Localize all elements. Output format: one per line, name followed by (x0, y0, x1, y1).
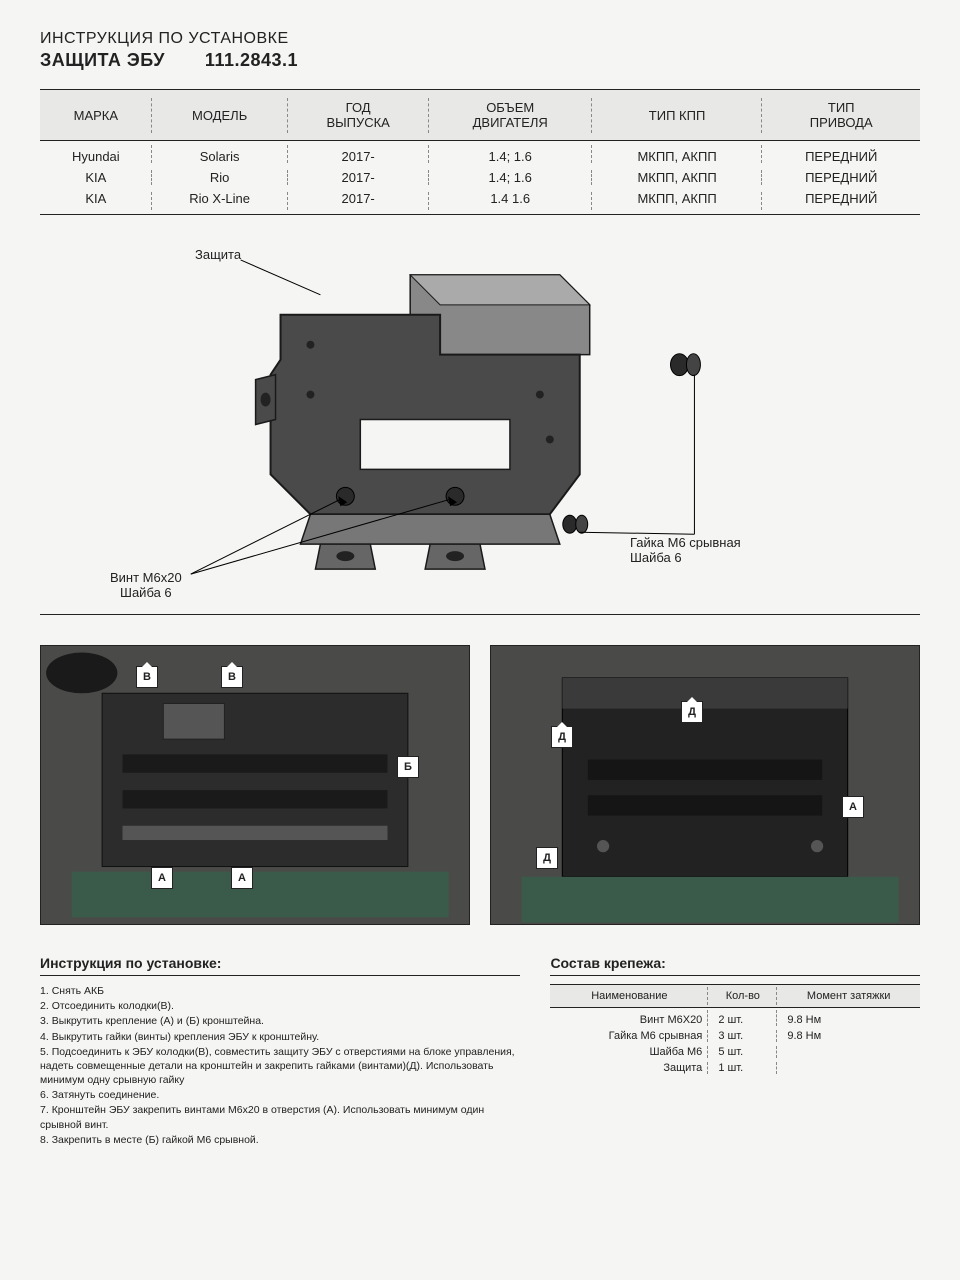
marker: А (231, 867, 253, 889)
diagram-label-guard: Защита (195, 247, 241, 262)
marker: Д (551, 726, 573, 748)
instruction-step: Закрепить в месте (Б) гайкой М6 срывной. (40, 1133, 520, 1147)
marker: Д (681, 701, 703, 723)
vehicle-col: ГОД ВЫПУСКА (288, 90, 429, 141)
hw-row: Шайба М65 шт. (550, 1044, 920, 1060)
instruction-step: Отсоединить колодки(В). (40, 999, 520, 1013)
hardware-title: Состав крепежа: (550, 955, 920, 976)
instructions-list: Снять АКБОтсоединить колодки(В).Выкрутит… (40, 984, 520, 1147)
instruction-step: Кронштейн ЭБУ закрепить винтами М6х20 в … (40, 1103, 520, 1131)
vehicle-row: HyundaiSolaris2017-1.4; 1.6МКПП, АКПППЕР… (40, 141, 920, 168)
header: ИНСТРУКЦИЯ ПО УСТАНОВКЕ ЗАЩИТА ЭБУ 111.2… (40, 30, 920, 71)
instruction-step: Выкрутить гайки (винты) крепления ЭБУ к … (40, 1030, 520, 1044)
vehicle-table-body: HyundaiSolaris2017-1.4; 1.6МКПП, АКПППЕР… (40, 141, 920, 215)
vehicle-table-header: МАРКАМОДЕЛЬГОД ВЫПУСКАОБЪЕМ ДВИГАТЕЛЯТИП… (40, 90, 920, 141)
diagram-label-nut: Гайка М6 срывная Шайба 6 (630, 535, 741, 565)
part-number: 111.2843.1 (205, 50, 298, 71)
install-photos: В В Б А А Д Д А Д (40, 645, 920, 925)
hw-row: Защита1 шт. (550, 1060, 920, 1076)
diagram-label-screw: Винт М6х20 Шайба 6 (110, 570, 182, 600)
photo-after: Д Д А Д (490, 645, 920, 925)
vehicle-row: KIARio2017-1.4; 1.6МКПП, АКПППЕРЕДНИЙ (40, 167, 920, 188)
photo-before: В В Б А А (40, 645, 470, 925)
marker: Б (397, 756, 419, 778)
vehicle-col: ТИП ПРИВОДА (762, 90, 920, 141)
marker: В (136, 666, 158, 688)
vehicle-table: МАРКАМОДЕЛЬГОД ВЫПУСКАОБЪЕМ ДВИГАТЕЛЯТИП… (40, 89, 920, 215)
instruction-step: Затянуть соединение. (40, 1088, 520, 1102)
hw-col: Момент затяжки (777, 985, 920, 1008)
doc-subtitle: ИНСТРУКЦИЯ ПО УСТАНОВКЕ (40, 30, 920, 48)
exploded-diagram: Защита Винт М6х20 Шайба 6 Гайка М6 срывн… (40, 235, 920, 615)
hardware-section: Состав крепежа: НаименованиеКол-воМомент… (550, 955, 920, 1148)
vehicle-col: ОБЪЕМ ДВИГАТЕЛЯ (429, 90, 592, 141)
vehicle-col: ТИП КПП (592, 90, 763, 141)
marker: В (221, 666, 243, 688)
hw-row: Винт М6Х202 шт.9.8 Нм (550, 1008, 920, 1029)
hardware-table: НаименованиеКол-воМомент затяжки Винт М6… (550, 984, 920, 1076)
instruction-step: Снять АКБ (40, 984, 520, 998)
instructions-title: Инструкция по установке: (40, 955, 520, 976)
hardware-table-header: НаименованиеКол-воМомент затяжки (550, 985, 920, 1008)
hw-row: Гайка М6 срывная3 шт.9.8 Нм (550, 1028, 920, 1044)
vehicle-col: МОДЕЛЬ (152, 90, 288, 141)
instruction-step: Подсоединить к ЭБУ колодки(В), совместит… (40, 1045, 520, 1088)
hw-col: Кол-во (708, 985, 777, 1008)
hw-col: Наименование (550, 985, 708, 1008)
marker: А (151, 867, 173, 889)
instruction-step: Выкрутить крепление (А) и (Б) кронштейна… (40, 1014, 520, 1028)
vehicle-col: МАРКА (40, 90, 152, 141)
hardware-table-body: Винт М6Х202 шт.9.8 НмГайка М6 срывная3 ш… (550, 1008, 920, 1077)
vehicle-row: KIARio X-Line2017-1.4 1.6МКПП, АКПППЕРЕД… (40, 188, 920, 215)
marker: А (842, 796, 864, 818)
marker: Д (536, 847, 558, 869)
instructions-section: Инструкция по установке: Снять АКБОтсоед… (40, 955, 520, 1148)
doc-title: ЗАЩИТА ЭБУ (40, 50, 165, 71)
